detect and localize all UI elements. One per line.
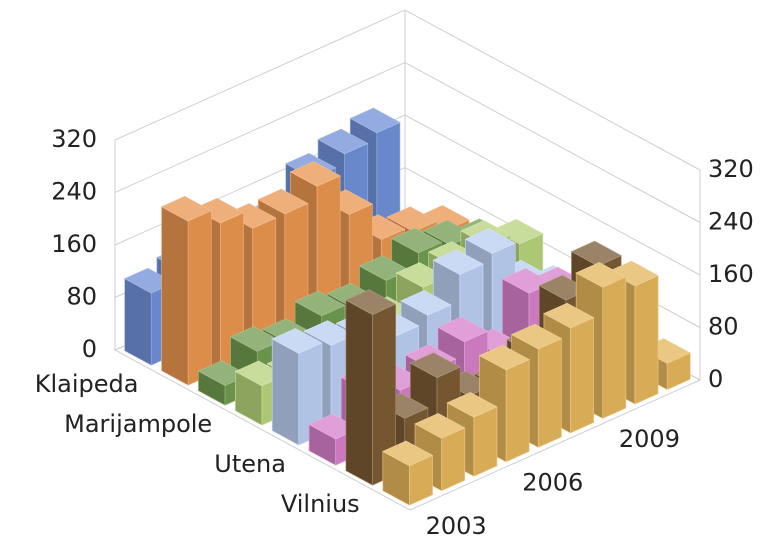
row-label: Marijampole (64, 410, 212, 438)
x-tick-label: 2009 (619, 425, 680, 453)
y-tick-label: 160 (708, 260, 754, 288)
y-tick-label: 80 (66, 283, 97, 311)
bar-left-face (271, 338, 300, 446)
bar-top (317, 128, 369, 155)
bar-top (257, 188, 309, 215)
bar-top (345, 289, 397, 315)
row-label: Utena (214, 450, 286, 478)
y-tick-label: 0 (708, 365, 723, 393)
bar-right-face (537, 338, 562, 448)
bar (160, 195, 212, 386)
bar-top (160, 195, 212, 222)
x-tick-label: 2003 (426, 512, 487, 540)
bar-top (391, 227, 443, 254)
bar (382, 440, 434, 506)
bar-top (414, 413, 466, 439)
bar-top (478, 344, 530, 371)
bar-left-face (161, 206, 189, 386)
bar-top (386, 206, 438, 232)
bar (478, 344, 530, 463)
y-tick-label: 0 (82, 335, 97, 363)
bar-right-face (473, 406, 498, 477)
y-tick-label: 160 (51, 230, 97, 258)
bar-top (349, 107, 401, 134)
bar-top (289, 161, 341, 187)
row-label: Vilnius (281, 490, 360, 518)
bar (345, 289, 397, 486)
y-tick-label: 320 (708, 155, 754, 183)
y-tick-label: 240 (51, 178, 97, 206)
bar-top (570, 240, 622, 267)
y-tick-label: 240 (708, 208, 754, 236)
bar-top (432, 249, 484, 275)
bar-right-face (505, 359, 530, 463)
bar-top (446, 392, 498, 418)
bar-top (294, 290, 346, 317)
x-tick-label: 2006 (522, 468, 583, 496)
bar-top (437, 316, 489, 343)
grid-line (114, 9, 701, 171)
row-label: Klaipeda (35, 370, 139, 398)
bar-left-face (345, 299, 373, 486)
bar-top (511, 323, 563, 350)
bar-right-face (187, 210, 212, 386)
bar-top (409, 352, 461, 378)
bar-right-face (602, 276, 627, 419)
bar-left-face (124, 278, 152, 366)
y-tick-label: 80 (708, 313, 739, 341)
bar-top (271, 328, 323, 354)
bar-top (464, 228, 516, 254)
y-tick-label: 320 (51, 125, 97, 153)
bar-top (382, 440, 434, 467)
grid-line (114, 61, 701, 223)
bar (271, 328, 323, 446)
bar-top (575, 262, 627, 288)
bar-right-face (570, 317, 594, 434)
bar-top (543, 302, 595, 329)
bar-top (400, 290, 452, 316)
bar-right-face (441, 427, 466, 492)
bar-right-face (634, 275, 659, 405)
